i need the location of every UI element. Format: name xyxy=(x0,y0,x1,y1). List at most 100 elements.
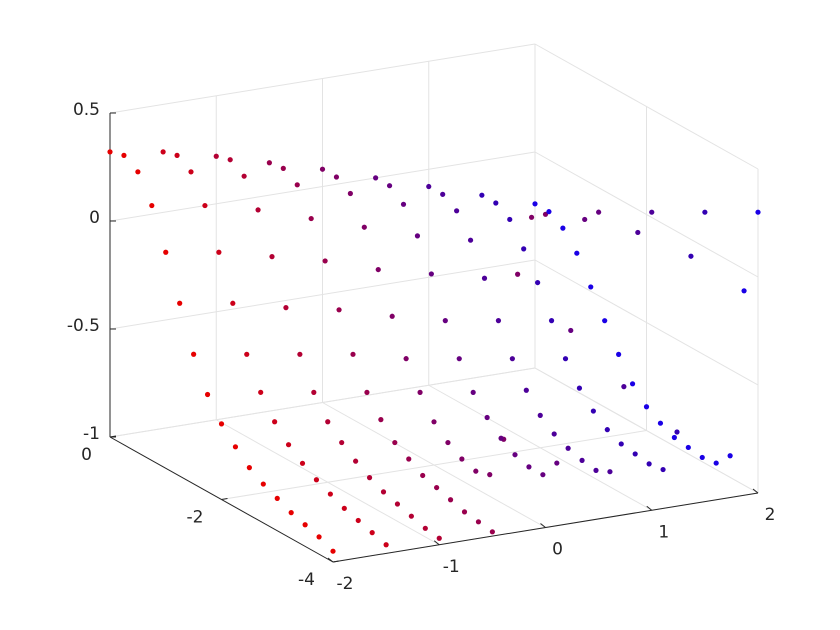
point xyxy=(408,513,414,519)
point xyxy=(202,202,208,209)
point xyxy=(473,468,479,474)
point xyxy=(188,169,194,175)
point xyxy=(347,190,353,197)
point xyxy=(272,419,278,425)
point xyxy=(461,509,468,515)
point xyxy=(741,288,747,294)
point xyxy=(532,201,538,207)
y-tick-label: -4 xyxy=(298,570,315,590)
y-tick-label: 0 xyxy=(81,445,92,465)
point xyxy=(299,460,306,466)
y-tick xyxy=(109,435,117,438)
point xyxy=(621,384,627,390)
z-tick-label: -1 xyxy=(83,424,100,444)
x-tick xyxy=(646,505,653,511)
point xyxy=(339,439,345,446)
point xyxy=(121,152,127,158)
point xyxy=(579,457,585,463)
grid-line xyxy=(534,43,759,170)
point xyxy=(308,215,314,222)
point xyxy=(149,202,155,209)
point xyxy=(565,445,571,451)
y-tick-label: -2 xyxy=(187,508,204,528)
point xyxy=(319,166,326,172)
point xyxy=(616,351,622,357)
x-tick xyxy=(327,557,334,563)
x-tick-label: -1 xyxy=(443,557,460,577)
point xyxy=(375,266,381,273)
point xyxy=(590,408,596,414)
point xyxy=(294,182,300,188)
point xyxy=(353,458,359,464)
point xyxy=(369,530,375,536)
grid-line xyxy=(221,430,647,500)
point xyxy=(512,452,518,458)
point xyxy=(607,469,613,475)
point xyxy=(216,249,222,255)
point xyxy=(674,429,680,435)
point xyxy=(389,313,395,319)
point xyxy=(688,253,694,259)
point xyxy=(325,419,331,425)
point xyxy=(417,389,423,395)
point xyxy=(523,387,529,393)
point xyxy=(428,271,434,277)
point xyxy=(394,501,401,507)
point xyxy=(755,209,761,215)
point xyxy=(528,214,535,220)
point xyxy=(629,381,636,387)
point xyxy=(174,152,180,158)
point xyxy=(487,472,493,478)
point xyxy=(260,481,266,487)
point xyxy=(311,389,317,395)
point xyxy=(434,484,440,491)
point xyxy=(232,444,239,450)
point xyxy=(302,522,308,528)
point xyxy=(333,174,340,180)
point xyxy=(456,356,462,362)
point xyxy=(313,477,320,483)
point xyxy=(135,169,141,175)
point xyxy=(414,233,421,239)
point xyxy=(274,495,280,501)
point xyxy=(280,165,286,171)
point xyxy=(266,160,272,166)
point xyxy=(406,456,412,462)
point xyxy=(386,183,393,189)
point xyxy=(107,149,113,155)
point xyxy=(191,351,197,357)
point xyxy=(420,472,426,479)
point xyxy=(246,465,252,471)
point xyxy=(475,519,482,525)
point xyxy=(447,497,454,503)
point xyxy=(479,192,485,198)
point xyxy=(327,491,333,497)
point xyxy=(515,271,521,277)
point xyxy=(618,441,624,447)
point xyxy=(213,153,219,159)
point xyxy=(540,472,546,478)
point xyxy=(727,453,733,459)
point xyxy=(593,467,599,473)
x-tick-label: 2 xyxy=(765,505,776,525)
point xyxy=(459,456,465,462)
point xyxy=(498,435,504,441)
point xyxy=(258,389,264,395)
point xyxy=(355,517,361,524)
grid-line xyxy=(109,367,536,438)
point xyxy=(713,460,719,466)
point xyxy=(244,351,250,357)
grid-line xyxy=(109,259,536,330)
point xyxy=(495,318,502,324)
point xyxy=(657,420,664,426)
point xyxy=(392,439,398,446)
point xyxy=(283,305,289,311)
point xyxy=(426,183,432,190)
point xyxy=(470,389,476,396)
x-tick xyxy=(540,523,546,528)
point xyxy=(341,505,347,511)
point xyxy=(702,209,708,215)
point xyxy=(285,442,292,448)
